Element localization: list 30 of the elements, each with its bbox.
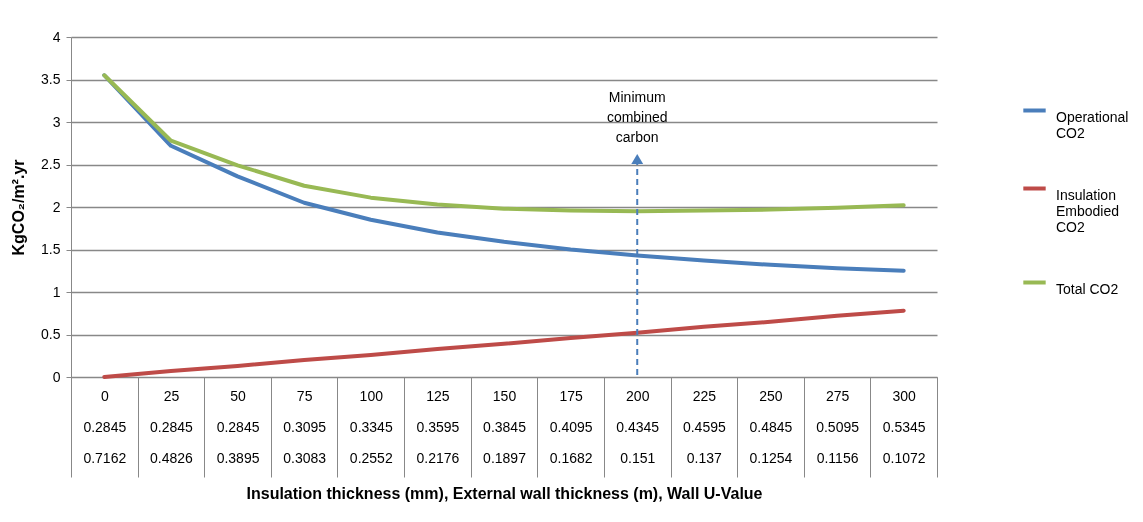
x-tick-label: 225 0.4595 0.137 <box>682 387 726 466</box>
x-tick-label: 75 0.3095 0.3083 <box>283 387 327 466</box>
y-tick-label: 4 <box>52 28 61 45</box>
x-tick-label: 275 0.5095 0.1156 <box>816 387 860 466</box>
line-series <box>102 308 906 379</box>
y-tick-label: 3.5 <box>41 71 61 87</box>
y-tick-label: 3 <box>52 113 61 130</box>
legend-label: Insulation Embodied CO2 <box>1056 186 1120 235</box>
y-tick-label: 1 <box>52 283 61 300</box>
x-tick-label: 125 0.3595 0.2176 <box>416 387 460 466</box>
x-tick-label: 50 0.2845 0.3895 <box>216 387 260 466</box>
y-tick-label: 1.5 <box>41 241 61 257</box>
y-tick-label: 0.5 <box>41 326 61 342</box>
x-axis-title: Insulation thickness (mm), External wall thickness (m), Wall U-Value <box>246 485 763 502</box>
y-tick-label: 0 <box>52 368 61 385</box>
x-tick-label: 175 0.4095 0.1682 <box>549 387 593 466</box>
y-tick-label: 2 <box>52 198 61 215</box>
x-tick-label: 200 0.4345 0.151 <box>616 387 660 466</box>
y-axis-title: KgCO₂/m².yr <box>10 159 28 256</box>
y-tick-label: 2.5 <box>41 156 61 172</box>
x-tick-label: 250 0.4845 0.1254 <box>749 387 793 466</box>
x-tick-label: 25 0.2845 0.4826 <box>150 387 194 466</box>
x-tick-label: 300 0.5345 0.1072 <box>882 387 926 466</box>
x-tick-label: 150 0.3845 0.1897 <box>483 387 527 466</box>
x-tick-label: 0 0.2845 0.7162 <box>83 387 127 466</box>
ref-line-label: Minimum combined carbon <box>606 89 668 145</box>
line-series <box>102 73 906 214</box>
legend-label: Operational CO2 <box>1056 108 1129 141</box>
legend-label: Total CO2 <box>1056 280 1119 297</box>
x-tick-label: 100 0.3345 0.2552 <box>349 387 393 466</box>
